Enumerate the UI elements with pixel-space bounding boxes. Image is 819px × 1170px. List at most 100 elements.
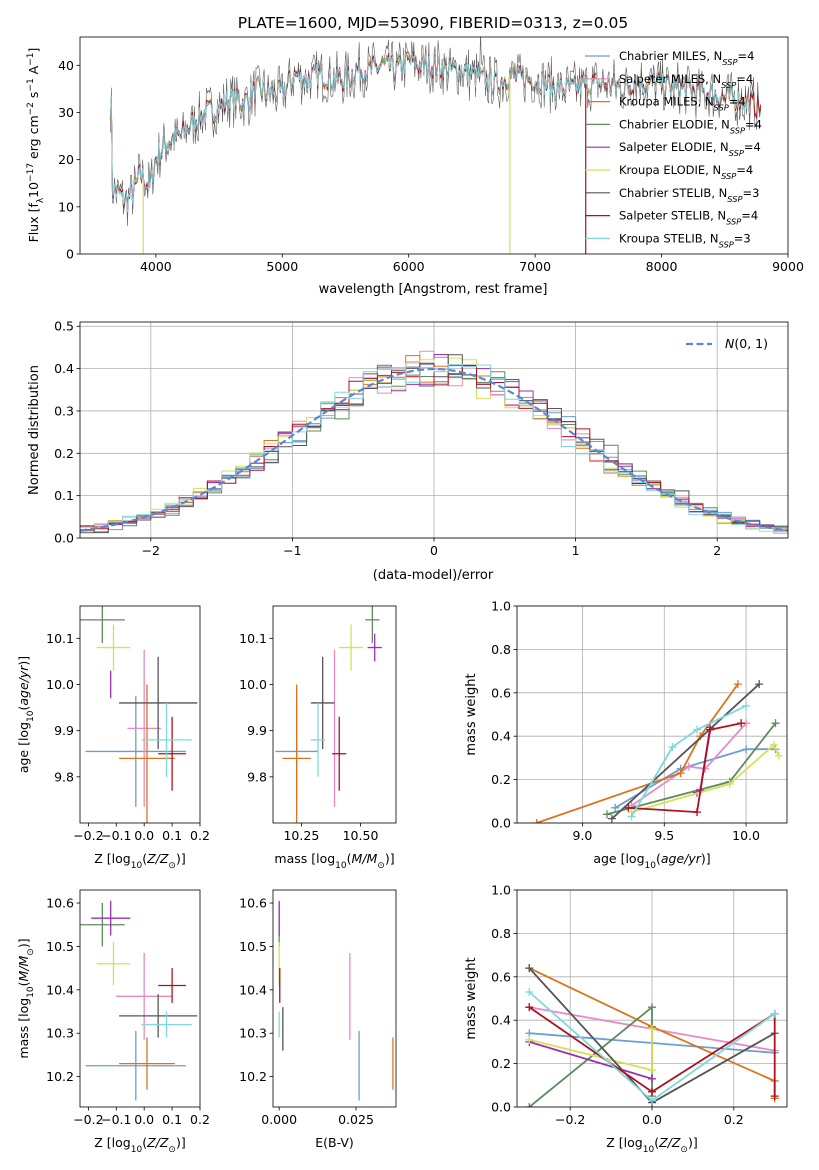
weight-marker <box>693 808 701 817</box>
y-tick-label: 0.2 <box>491 772 511 787</box>
y-tick-label: 0.6 <box>491 685 511 700</box>
weight-marker <box>737 719 746 728</box>
x-tick-label: 0 <box>430 543 438 558</box>
axes-frame <box>79 36 789 255</box>
x-tick-label: 10.25 <box>283 828 319 843</box>
legend-entry: Chabrier STELIB, NSSP=3 <box>619 186 759 204</box>
errorbar-point <box>85 696 187 807</box>
weight-marker <box>774 751 783 760</box>
plot-area <box>109 37 762 254</box>
axes-massweight_vs_Z: −0.2 0.0 0.2 0.0 0.2 0.4 0.6 0.8 1.0 Z [log10(Z/Z… <box>464 883 788 1155</box>
y-tick-label: 30 <box>58 105 74 120</box>
weight-marker <box>648 1024 656 1033</box>
spectrum-line <box>109 51 750 213</box>
weight-marker <box>624 803 633 812</box>
errorbar-point <box>158 968 187 1003</box>
y-tick-label: 0.5 <box>54 319 74 334</box>
weight-marker <box>611 803 620 812</box>
x-tick-label: 2 <box>713 543 721 558</box>
x-axis-label: E(B-V) <box>315 1135 354 1150</box>
y-tick-label: 0.8 <box>491 642 511 657</box>
weight-line <box>631 743 780 813</box>
y-tick-label: 20 <box>58 152 74 167</box>
weight-marker <box>742 745 751 754</box>
y-axis-label: mass weight <box>464 673 479 755</box>
y-tick-label: 0.6 <box>491 969 511 984</box>
y-tick-label: 1.0 <box>491 883 511 898</box>
axes-residuals: −2 −1 0 1 2 0.0 0.1 0.2 0.3 0.4 0.5 (data-model)/er… <box>27 319 789 583</box>
plot-area <box>80 900 198 1101</box>
legend-entry: Kroupa MILES, NSSP=4 <box>619 95 746 113</box>
axes-frame <box>272 889 397 1108</box>
errorbar-point <box>158 716 187 791</box>
plot-area <box>80 350 788 537</box>
errorbar-point <box>339 624 363 671</box>
y-tick-label: 0.8 <box>491 926 511 941</box>
plot-area <box>80 606 198 823</box>
errorbar-point <box>119 656 198 750</box>
normal-curve <box>80 367 788 532</box>
x-tick-label: −2 <box>142 543 160 558</box>
weight-line <box>536 683 739 823</box>
legend-entry: Salpeter STELIB, NSSP=4 <box>619 209 758 227</box>
weight-marker <box>733 680 742 689</box>
axes-mass_vs_Z: −0.2−0.1 0.0 0.1 0.2 10.2 10.3 10.4 10.5 10.6 Z [… <box>16 889 210 1155</box>
weight-line <box>614 748 776 809</box>
legend-entry: Chabrier MILES, NSSP=4 <box>619 49 754 67</box>
weight-marker <box>648 1066 656 1075</box>
weight-line <box>611 683 760 820</box>
y-tick-label: 10.2 <box>46 1069 74 1084</box>
x-axis-label: Z [log10(Z/Z⊙)] <box>94 1135 185 1155</box>
legend-entry: Salpeter ELODIE, NSSP=4 <box>619 140 761 158</box>
x-tick-label: −1 <box>283 543 301 558</box>
x-axis-label: age [log10(age/yr)] <box>593 851 710 871</box>
legend: N(0, 1) <box>686 336 768 351</box>
plot-area <box>278 900 394 1101</box>
weight-marker <box>648 1074 656 1083</box>
legend: Chabrier MILES, NSSP=4 Salpeter MILES, NS… <box>585 49 762 249</box>
weight-marker <box>668 743 677 752</box>
errorbar-point <box>119 1037 175 1090</box>
x-tick-label: 1 <box>572 543 580 558</box>
errorbar-point <box>141 1011 192 1038</box>
y-tick-label: 10.2 <box>239 1069 267 1084</box>
weight-marker <box>770 1009 779 1018</box>
x-tick-label: 0.0 <box>642 1112 662 1127</box>
x-tick-label: 9.5 <box>654 828 674 843</box>
weight-marker <box>648 1003 656 1012</box>
errorbar-point <box>116 952 173 1040</box>
axes-massweight_vs_age: 9.0 9.5 10.0 0.0 0.2 0.4 0.6 0.8 1.0 age [log10(a… <box>464 599 788 871</box>
legend-entry: Kroupa STELIB, NSSP=3 <box>619 231 751 249</box>
weight-line <box>630 704 747 817</box>
axes-age_vs_mass: 10.25 10.50 9.8 9.9 10.0 10.1 mass [log10(M/M⊙… <box>239 605 397 871</box>
legend-entry: Kroupa ELODIE, NSSP=4 <box>619 163 753 181</box>
axes-frame <box>79 605 201 824</box>
y-tick-label: 0.1 <box>54 488 74 503</box>
axes-frame <box>272 605 397 824</box>
weight-marker <box>525 1103 534 1107</box>
x-tick-label: 0.0 <box>134 1112 154 1127</box>
errorbar-point <box>119 994 198 1038</box>
y-tick-label: 0.4 <box>54 361 74 376</box>
x-tick-label: −0.2 <box>73 828 103 843</box>
weight-marker <box>770 1092 779 1101</box>
x-tick-label: −0.1 <box>101 1112 131 1127</box>
y-tick-label: 0.0 <box>491 816 511 831</box>
y-tick-label: 10.0 <box>46 677 74 692</box>
weight-line <box>528 1006 776 1097</box>
weight-line <box>628 722 742 814</box>
errorbar-point <box>282 684 311 823</box>
plot-area <box>275 606 382 823</box>
weight-marker <box>771 719 780 728</box>
x-tick-label: −0.2 <box>73 1112 103 1127</box>
y-tick-label: 0.0 <box>491 1100 511 1115</box>
errorbar-point <box>332 716 347 791</box>
y-axis-label: Normed distribution <box>27 365 42 495</box>
errorbar-point <box>91 900 131 936</box>
gridlines <box>80 322 788 539</box>
axes-mass_vs_ebv: 0.000 0.025 10.2 10.3 10.4 10.5 10.6 E(B-V) <box>239 889 397 1150</box>
x-tick-label: 9000 <box>772 259 804 274</box>
y-tick-label: 10.5 <box>239 939 267 954</box>
legend-entry: Chabrier ELODIE, NSSP=4 <box>619 117 762 135</box>
x-tick-label: 0.2 <box>724 1112 744 1127</box>
